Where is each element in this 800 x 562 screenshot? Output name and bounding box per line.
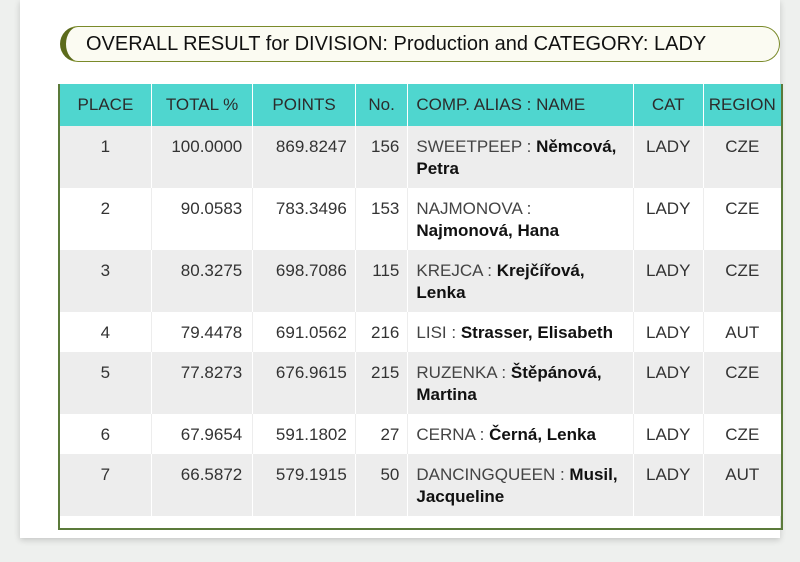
cell-comp-alias-name: CERNA : Černá, Lenka bbox=[407, 414, 634, 454]
cell-place: 5 bbox=[100, 363, 111, 382]
cell-region: AUT bbox=[702, 312, 781, 352]
cell-points: 579.1915 bbox=[252, 454, 356, 516]
cell-number: 156 bbox=[354, 126, 408, 188]
page-title: OVERALL RESULT for DIVISION: Production … bbox=[60, 26, 780, 62]
competitor-alias: KREJCA : bbox=[416, 261, 497, 280]
cell-comp-alias-name: LISI : Strasser, Elisabeth bbox=[407, 312, 634, 352]
cell-category: LADY bbox=[632, 352, 704, 414]
results-card: OVERALL RESULT for DIVISION: Production … bbox=[20, 0, 783, 538]
cell-category: LADY bbox=[632, 454, 704, 516]
table-header: PLACE TOTAL % POINTS No. COMP. ALIAS : N… bbox=[60, 84, 781, 126]
cell-comp-alias-name: DANCINGQUEEN : Musil, Jacqueline bbox=[407, 454, 634, 516]
cell-number: 50 bbox=[354, 454, 408, 516]
cell-place: 2 bbox=[100, 199, 111, 218]
cell-number: 216 bbox=[354, 312, 408, 352]
header-number[interactable]: No. bbox=[354, 84, 408, 126]
cell-number: 115 bbox=[354, 250, 408, 312]
competitor-alias: RUZENKA : bbox=[416, 363, 511, 382]
cell-points: 869.8247 bbox=[252, 126, 356, 188]
cell-category: LADY bbox=[632, 414, 704, 454]
cell-region: CZE bbox=[702, 352, 781, 414]
competitor-name: Musil, Jacqueline bbox=[416, 465, 618, 506]
cell-points: 591.1802 bbox=[252, 414, 356, 454]
cell-comp-alias-name: NAJMONOVA : Najmonová, Hana bbox=[407, 188, 634, 250]
cell-points: 783.3496 bbox=[252, 188, 356, 250]
results-table-container: PLACE TOTAL % POINTS No. COMP. ALIAS : N… bbox=[58, 84, 783, 530]
cell-comp-alias-name: RUZENKA : Štěpánová, Martina bbox=[407, 352, 634, 414]
cell-region: CZE bbox=[702, 188, 781, 250]
cell-comp-alias-name: KREJCA : Krejčířová, Lenka bbox=[407, 250, 634, 312]
cell-number: 215 bbox=[354, 352, 408, 414]
cell-region: CZE bbox=[702, 126, 781, 188]
competitor-alias: CERNA : bbox=[416, 425, 490, 444]
competitor-alias: SWEETPEEP : bbox=[416, 137, 537, 156]
cell-category: LADY bbox=[632, 250, 704, 312]
header-place[interactable]: PLACE bbox=[77, 95, 134, 114]
cell-category: LADY bbox=[632, 126, 704, 188]
cell-category: LADY bbox=[632, 312, 704, 352]
table-row: 2 90.0583 783.3496 153 NAJMONOVA : Najmo… bbox=[60, 188, 781, 250]
cell-total-percent: 79.4478 bbox=[150, 312, 253, 352]
cell-points: 691.0562 bbox=[252, 312, 356, 352]
cell-total-percent: 80.3275 bbox=[150, 250, 253, 312]
competitor-name: Strasser, Elisabeth bbox=[460, 323, 613, 342]
cell-total-percent: 77.8273 bbox=[150, 352, 253, 414]
cell-place: 6 bbox=[100, 425, 111, 444]
cell-category: LADY bbox=[632, 188, 704, 250]
cell-total-percent: 67.9654 bbox=[150, 414, 253, 454]
table-row: 7 66.5872 579.1915 50 DANCINGQUEEN : Mus… bbox=[60, 454, 781, 516]
cell-total-percent: 100.0000 bbox=[150, 126, 253, 188]
header-points[interactable]: POINTS bbox=[252, 84, 356, 126]
table-row: 4 79.4478 691.0562 216 LISI : Strasser, … bbox=[60, 312, 781, 352]
cell-region: CZE bbox=[702, 250, 781, 312]
header-region[interactable]: REGION bbox=[702, 84, 781, 126]
results-table: PLACE TOTAL % POINTS No. COMP. ALIAS : N… bbox=[60, 84, 781, 516]
cell-place: 4 bbox=[100, 323, 111, 342]
table-row: 3 80.3275 698.7086 115 KREJCA : Krejčířo… bbox=[60, 250, 781, 312]
cell-number: 27 bbox=[354, 414, 408, 454]
competitor-name: Němcová, Petra bbox=[416, 137, 617, 178]
table-row: 1 100.0000 869.8247 156 SWEETPEEP : Němc… bbox=[60, 126, 781, 188]
cell-comp-alias-name: SWEETPEEP : Němcová, Petra bbox=[407, 126, 634, 188]
header-comp-alias-name[interactable]: COMP. ALIAS : NAME bbox=[407, 84, 634, 126]
competitor-name: Černá, Lenka bbox=[489, 425, 596, 444]
cell-total-percent: 66.5872 bbox=[150, 454, 253, 516]
cell-place: 1 bbox=[100, 137, 111, 156]
table-body: 1 100.0000 869.8247 156 SWEETPEEP : Němc… bbox=[60, 126, 781, 516]
cell-region: CZE bbox=[702, 414, 781, 454]
cell-total-percent: 90.0583 bbox=[150, 188, 253, 250]
cell-region: AUT bbox=[702, 454, 781, 516]
header-total-percent[interactable]: TOTAL % bbox=[150, 84, 253, 126]
competitor-alias: NAJMONOVA : bbox=[416, 199, 532, 218]
competitor-name: Štěpánová, Martina bbox=[416, 363, 602, 404]
competitor-alias: LISI : bbox=[416, 323, 461, 342]
header-row: PLACE TOTAL % POINTS No. COMP. ALIAS : N… bbox=[60, 84, 781, 126]
cell-number: 153 bbox=[354, 188, 408, 250]
header-category[interactable]: CAT bbox=[632, 84, 704, 126]
cell-place: 7 bbox=[100, 465, 111, 484]
table-row: 5 77.8273 676.9615 215 RUZENKA : Štěpáno… bbox=[60, 352, 781, 414]
cell-points: 676.9615 bbox=[252, 352, 356, 414]
cell-points: 698.7086 bbox=[252, 250, 356, 312]
table-row: 6 67.9654 591.1802 27 CERNA : Černá, Len… bbox=[60, 414, 781, 454]
competitor-name: Najmonová, Hana bbox=[416, 221, 560, 240]
cell-place: 3 bbox=[100, 261, 111, 280]
competitor-alias: DANCINGQUEEN : bbox=[416, 465, 570, 484]
competitor-name: Krejčířová, Lenka bbox=[416, 261, 585, 302]
